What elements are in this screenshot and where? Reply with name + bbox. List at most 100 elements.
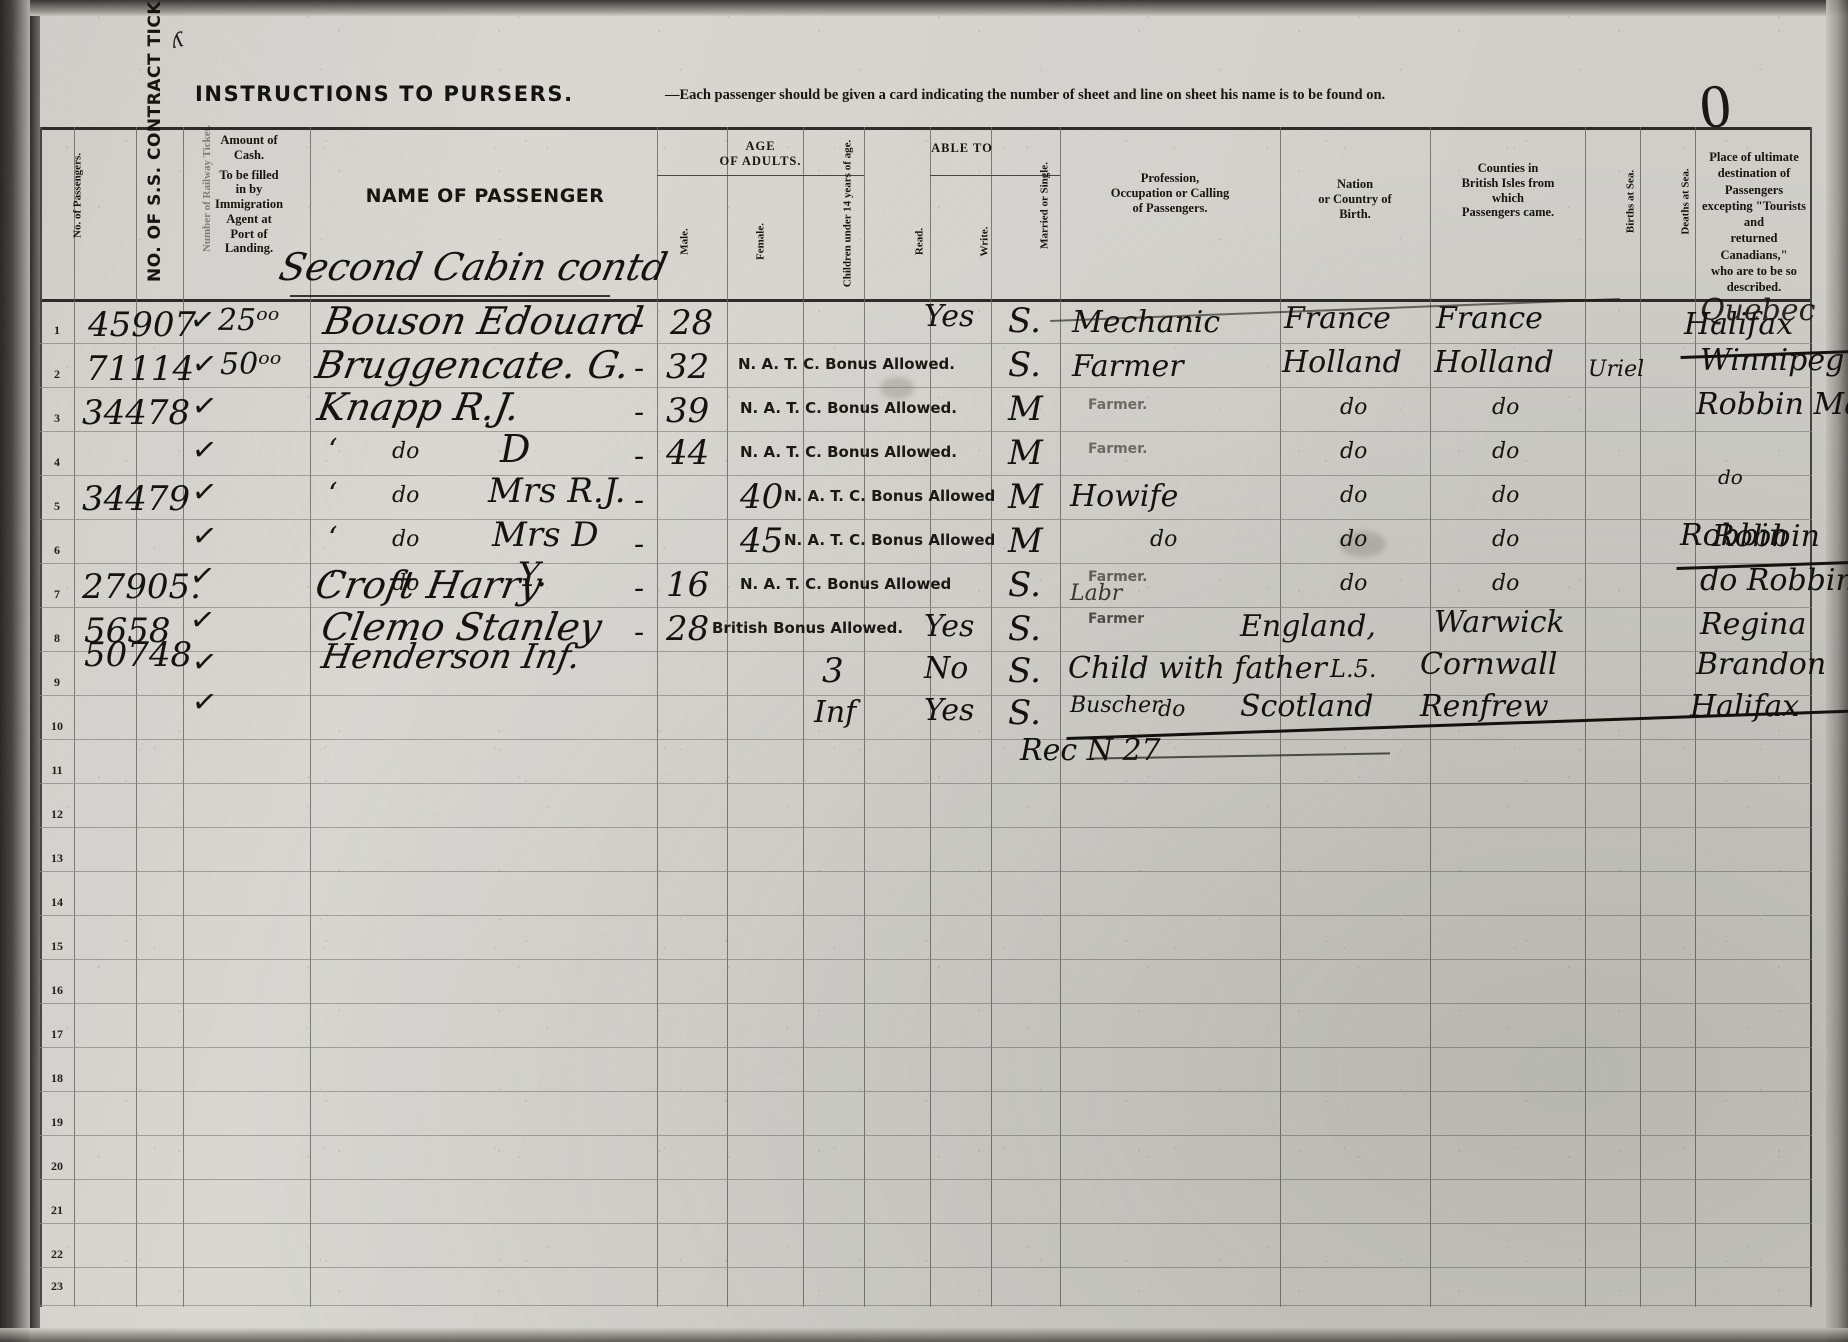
row-number: 17: [51, 1027, 63, 1041]
name-dash: -: [634, 483, 645, 518]
header-passenger-no: No. of Passengers.: [71, 153, 84, 238]
header-read: Read.: [913, 227, 926, 256]
county-value: Renfrew: [1420, 689, 1549, 724]
profession-value: Child with father: [1068, 651, 1327, 686]
cash-line-3: To be filled: [219, 167, 279, 182]
profession-alt: Buscher: [1070, 693, 1848, 718]
header-write: Write.: [978, 226, 991, 257]
age-male-value: 28: [666, 609, 710, 649]
bonus-stamp: N. A. T. C. Bonus Allowed: [784, 531, 996, 549]
scan-edge-left: [0, 0, 30, 1342]
marital-value: S.: [1008, 565, 1041, 605]
row-number: 9: [54, 675, 60, 689]
county-value: Warwick: [1434, 605, 1565, 640]
col-sep-cash: [310, 127, 311, 1307]
county-ditto: do: [1492, 527, 1520, 552]
dest-line-3: excepting "Tourists and: [1701, 198, 1807, 229]
marital-value: M: [1008, 433, 1043, 473]
col-sep-male: [727, 127, 728, 1307]
age-male-value: 39: [666, 391, 710, 431]
header-destination: Place of ultimate destination of Passeng…: [1698, 149, 1810, 295]
name-initial: Mrs R.J.: [488, 471, 626, 511]
county-value: Holland: [1434, 345, 1554, 380]
age-male-value: 44: [666, 433, 710, 473]
destination-value: Halifax: [1684, 307, 1848, 342]
profession-value: Farmer.: [1088, 397, 1148, 413]
dest-line-2: destination of Passengers: [1717, 166, 1791, 197]
header-amount-of-cash: Amount of Cash. To be filled in by Immig…: [190, 133, 308, 256]
destination-value: Robbin Man: [1696, 387, 1848, 422]
age-male-value: 32: [666, 347, 710, 387]
age-line-1: AGE: [745, 139, 776, 153]
row-number: 11: [51, 763, 63, 777]
table-row: 34478: [82, 393, 191, 433]
county-ditto: do: [1492, 571, 1520, 596]
row-rule: [40, 783, 1812, 784]
header-age-female: Female.: [754, 223, 767, 260]
cash-line-6: Agent at: [226, 211, 272, 226]
destination-alt: do: [1718, 465, 1743, 489]
header-married-or-single: Married or Single.: [1038, 162, 1051, 249]
col-sep-passenger-no: [74, 127, 75, 1307]
col-sep-contract: [136, 127, 137, 1307]
scan-binding-bar: [30, 16, 40, 1328]
name-ditto: do: [392, 571, 420, 596]
header-deaths-at-sea: Deaths at Sea.: [1679, 168, 1692, 235]
name-dash: -: [634, 615, 645, 650]
nation-ditto: do: [1340, 439, 1368, 464]
table-row: 34479: [82, 479, 191, 519]
checkmark-icon: ✓: [189, 387, 220, 426]
col-sep-marital: [1060, 127, 1061, 1307]
row-rule: [40, 739, 1812, 740]
header-bottom-rule: [40, 299, 1812, 302]
row-rule: [40, 1305, 1812, 1306]
marital-value: M: [1008, 521, 1043, 561]
row-rule: [40, 651, 1812, 652]
dest-line-4: returned Canadians,": [1720, 231, 1788, 262]
cash-value: 25ᵒᵒ: [218, 303, 280, 338]
bonus-stamp: N. A. T. C. Bonus Allowed: [740, 575, 952, 593]
row-number: 10: [51, 719, 63, 733]
dest-line-5: who are to be so described.: [1711, 263, 1797, 294]
header-age: AGE OF ADULTS.: [657, 139, 864, 169]
marital-value: M: [1008, 477, 1043, 517]
row-number: 15: [51, 939, 63, 953]
header-nation: Nation or Country of Birth.: [1282, 177, 1428, 221]
destination-value: do Robbin: [1700, 563, 1848, 598]
cash-line-2: Cash.: [233, 147, 265, 162]
row-number: 14: [51, 895, 63, 909]
bonus-stamp: N. A. T. C. Bonus Allowed.: [740, 399, 957, 417]
profession-note: L.5.: [1330, 655, 1377, 683]
nation-value: France: [1284, 301, 1391, 336]
row-rule: [40, 431, 1812, 432]
profession-ditto: do: [1150, 527, 1178, 552]
checkmark-icon: ✓: [189, 431, 220, 470]
name-tick: ʻ: [328, 433, 338, 468]
name-tick: ʻ: [328, 477, 338, 512]
table-row: 45907: [88, 305, 197, 345]
row-rule: [40, 1047, 1812, 1048]
nation-value: Holland: [1282, 345, 1402, 380]
header-profession: Profession, Occupation or Calling of Pas…: [1062, 171, 1278, 215]
row-rule: [40, 1135, 1812, 1136]
read-value: Yes: [924, 609, 975, 644]
nation-line-3: Birth.: [1339, 206, 1371, 221]
header-children-under-14: Children under 14 years of age.: [841, 139, 854, 288]
checkmark-icon: ✓: [189, 683, 220, 722]
col-sep-name: [657, 127, 658, 1307]
row-number: 4: [54, 455, 60, 469]
checkmark-icon: ✓: [187, 301, 218, 340]
row-number: 7: [54, 587, 60, 601]
name-dash: -: [634, 571, 645, 606]
row-number: 13: [51, 851, 63, 865]
nation-line-1: Nation: [1336, 177, 1374, 191]
row-rule: [40, 519, 1812, 520]
county-ditto: do: [1492, 395, 1520, 420]
profession-value: Farmer: [1088, 611, 1145, 627]
cash-line-4: in by: [235, 182, 263, 197]
section-note: Second Cabin contd: [275, 245, 672, 289]
age-male-value: 28: [670, 303, 714, 343]
row-rule: [40, 1223, 1812, 1224]
dest-line-1: Place of ultimate: [1709, 150, 1799, 164]
profession-line-1: Profession,: [1140, 171, 1200, 185]
